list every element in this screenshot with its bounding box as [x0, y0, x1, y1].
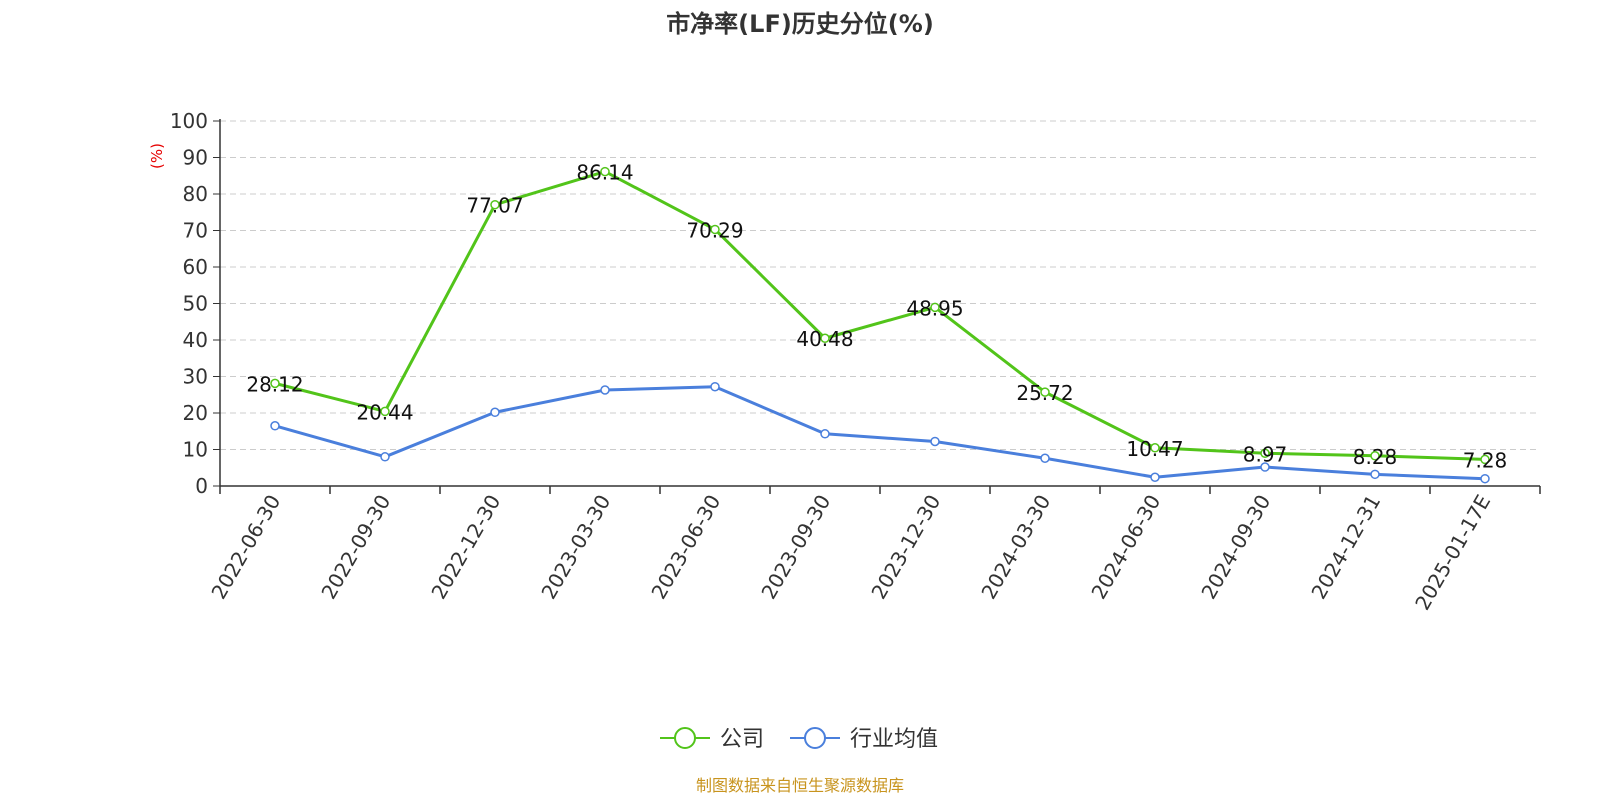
series-group [270, 166, 1490, 484]
x-tick-label: 2024-06-30 [1086, 491, 1165, 604]
data-point[interactable] [1040, 453, 1050, 464]
data-label: 20.44 [356, 400, 413, 424]
y-tick-label: 30 [183, 365, 208, 389]
x-tick-label: 2022-06-30 [206, 491, 285, 604]
y-tick-label: 10 [183, 438, 208, 462]
x-tick-label: 2024-12-31 [1306, 491, 1385, 604]
x-tick-label: 2024-03-30 [976, 491, 1055, 604]
data-label: 10.47 [1126, 437, 1183, 461]
data-point[interactable] [1370, 451, 1380, 461]
y-tick-label: 70 [183, 219, 208, 243]
data-label: 7.28 [1463, 448, 1508, 472]
legend-label[interactable]: 公司 [720, 727, 764, 752]
data-point[interactable] [1260, 448, 1270, 459]
data-label: 28.12 [246, 372, 303, 396]
data-label: 48.95 [906, 296, 963, 320]
data-point[interactable] [820, 429, 830, 439]
data-point[interactable] [1150, 472, 1160, 482]
y-tick-label: 20 [183, 401, 208, 425]
y-tick-label: 100 [170, 109, 208, 133]
chart-title: 市净率(LF)历史分位(%) [666, 10, 934, 38]
x-tick-label: 2022-12-30 [426, 491, 505, 604]
data-point[interactable] [380, 452, 390, 462]
data-point[interactable] [1150, 443, 1160, 453]
data-point[interactable] [930, 436, 940, 447]
legend[interactable]: 公司 行业均值 [660, 727, 938, 752]
axes: 0 10 20 30 40 50 60 70 80 90 100 2022-06-30 2022-09-… [170, 109, 1541, 615]
x-tick-label: 2024-09-30 [1196, 491, 1275, 604]
legend-marker-icon[interactable] [804, 727, 826, 749]
data-point[interactable] [1040, 387, 1050, 397]
x-tick-label: 2025-01-17E [1410, 491, 1495, 615]
data-label: 86.14 [576, 161, 633, 185]
series-line [274, 385, 1486, 481]
data-point[interactable] [1480, 473, 1490, 484]
data-point[interactable] [710, 381, 720, 392]
data-label: 77.07 [466, 194, 523, 218]
grid [220, 120, 1540, 450]
x-tick-label: 2023-06-30 [646, 491, 725, 604]
data-label: 8.28 [1353, 445, 1398, 469]
x-tick-label: 2023-09-30 [756, 491, 835, 604]
y-axis-label: (%) [148, 143, 166, 169]
x-tick-label: 2022-09-30 [316, 491, 395, 604]
data-point[interactable] [1370, 469, 1380, 480]
data-point[interactable] [380, 406, 390, 417]
data-point[interactable] [270, 378, 280, 389]
data-point[interactable] [600, 166, 610, 177]
y-tick-label: 90 [183, 146, 208, 170]
y-tick-label: 50 [183, 292, 208, 316]
data-point[interactable] [1480, 454, 1490, 465]
y-tick-label: 40 [183, 328, 208, 352]
data-point[interactable] [1260, 462, 1270, 472]
data-point[interactable] [490, 199, 500, 210]
y-tick-label: 80 [183, 182, 208, 206]
data-labels: 28.12 20.44 77.07 86.14 70.29 40.48 48.95 25.72… [246, 161, 1507, 473]
data-point[interactable] [600, 385, 610, 395]
y-tick-label: 60 [183, 255, 208, 279]
data-point[interactable] [820, 333, 830, 343]
x-tick-label: 2023-12-30 [866, 491, 945, 604]
data-label: 70.29 [686, 218, 743, 242]
data-label: 25.72 [1016, 381, 1073, 405]
y-tick-label: 0 [195, 474, 208, 498]
data-label: 40.48 [796, 327, 853, 351]
x-tick-label: 2023-03-30 [536, 491, 615, 604]
data-point[interactable] [270, 421, 280, 431]
series-line [274, 170, 1486, 461]
source-note: 制图数据来自恒生聚源数据库 [696, 776, 904, 795]
data-label: 8.97 [1243, 442, 1288, 466]
legend-marker-icon[interactable] [674, 727, 696, 749]
data-point[interactable] [490, 407, 500, 418]
data-point[interactable] [710, 224, 720, 235]
legend-label[interactable]: 行业均值 [850, 727, 938, 752]
data-point[interactable] [930, 302, 940, 313]
